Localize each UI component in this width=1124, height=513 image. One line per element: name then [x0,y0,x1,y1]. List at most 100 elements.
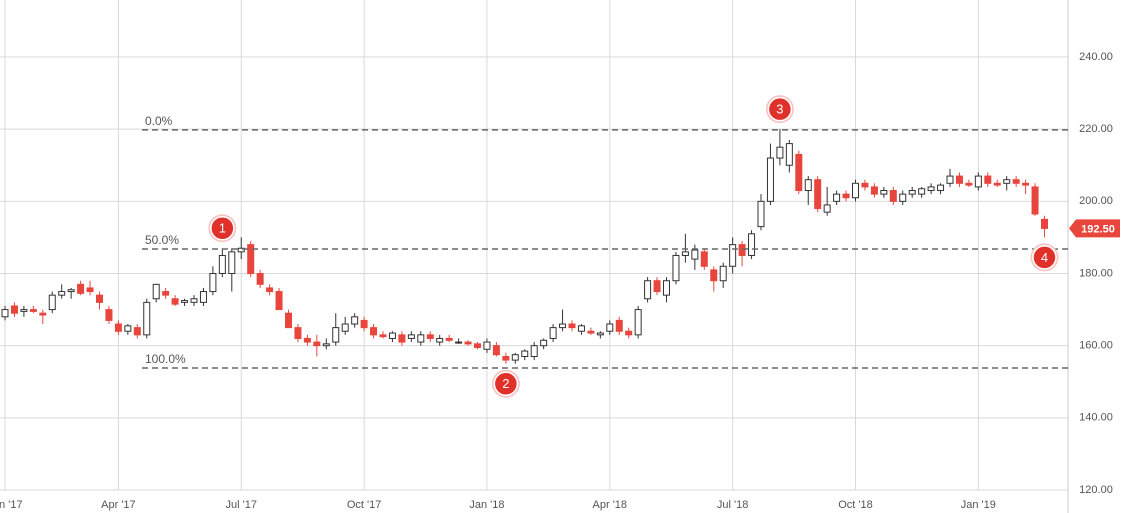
candle-body [285,312,292,329]
event-label: 1 [219,221,226,236]
candle-body [379,334,387,338]
event-marker [210,215,235,241]
candle-body [152,283,160,300]
candle-body [181,300,189,303]
candle-body [398,334,406,343]
candle-body [67,289,75,293]
x-tick-label: Apr '17 [101,499,136,511]
candle-body [1003,179,1011,184]
candle-body [918,188,926,195]
candle-body [946,175,954,184]
candle-body [899,193,907,202]
candle-body [190,298,198,303]
x-tick-label: Jan '17 [0,499,23,511]
event-label: 3 [776,102,783,117]
x-tick-label: Oct '17 [347,499,382,511]
candle-body [502,355,510,361]
candle-body [417,334,425,343]
candle-body [681,251,689,256]
y-tick-label: 200.00 [1079,195,1113,207]
price-tag [1069,219,1120,238]
candle-body [96,294,103,303]
candle-body [1031,186,1039,215]
candle-body [974,175,982,188]
event-marker [767,96,793,122]
candle-body [795,153,803,192]
candle-body [133,327,141,336]
candle-body [171,298,179,305]
candle-body [984,175,992,184]
candle-body [587,330,595,334]
level-label: 0.0% [145,114,173,128]
candle-body [1012,179,1020,184]
candle-body [852,182,859,199]
candle-body [549,327,557,339]
candle-body [483,341,491,350]
candle-body [625,330,633,336]
candle-body [833,193,841,202]
candle-body [719,265,727,282]
candle-body [237,247,245,253]
candle-body [861,182,869,188]
candle-body [436,337,444,343]
candle-body [228,251,236,275]
candle-body [766,157,774,202]
candle-body [842,193,850,199]
candle-body [738,244,746,256]
candle-body [937,184,945,192]
candle-body [256,273,264,285]
x-tick-label: Jul '17 [226,499,257,511]
y-tick-label: 140.00 [1079,412,1113,424]
candle-body [540,339,548,347]
x-tick-label: Jan '18 [469,499,504,511]
candle-body [965,182,973,186]
candle-body [360,319,368,329]
candle-body [955,175,963,184]
y-tick-label: 220.00 [1079,123,1113,135]
candle-body [266,287,274,293]
candle-body [464,341,472,345]
candle-body [332,327,340,343]
candle-body [880,190,888,195]
candle-body [1041,218,1048,229]
candle-body [1022,182,1030,186]
candle-body [322,343,330,347]
candle-body [814,179,822,210]
x-tick-label: Jul '18 [717,499,748,511]
candle-body [1,309,9,318]
candle-body [455,341,463,344]
event-label: 2 [502,376,509,391]
candle-body [700,251,708,267]
candle-body [445,337,453,341]
candle-body [927,186,935,192]
candle-body [48,294,56,311]
candle-body [596,332,604,336]
candle-body [511,354,519,361]
candle-body [577,325,585,332]
candle-body [823,204,831,213]
candle-body [653,280,661,293]
y-tick-label: 180.00 [1079,267,1113,279]
candle-body [388,332,396,339]
price-tag-label: 192.50 [1081,223,1115,235]
candle-body [341,323,349,332]
candle-body [313,341,321,347]
candle-body [20,309,28,312]
level-label: 50.0% [145,233,179,247]
event-label: 4 [1041,250,1048,265]
candle-body [143,301,151,336]
candle-body [993,182,1001,186]
candle-body [474,343,481,348]
candle-body [559,323,567,329]
candle-body [776,146,784,159]
event-marker [493,371,519,396]
candle-body [606,323,614,332]
candle-body [889,190,897,202]
level-label: 100.0% [145,352,186,366]
candle-body [209,273,217,293]
x-tick-label: Jan '19 [961,499,996,511]
x-tick-label: Oct '18 [838,499,873,511]
candle-body [303,337,311,343]
candle-body [530,345,538,357]
